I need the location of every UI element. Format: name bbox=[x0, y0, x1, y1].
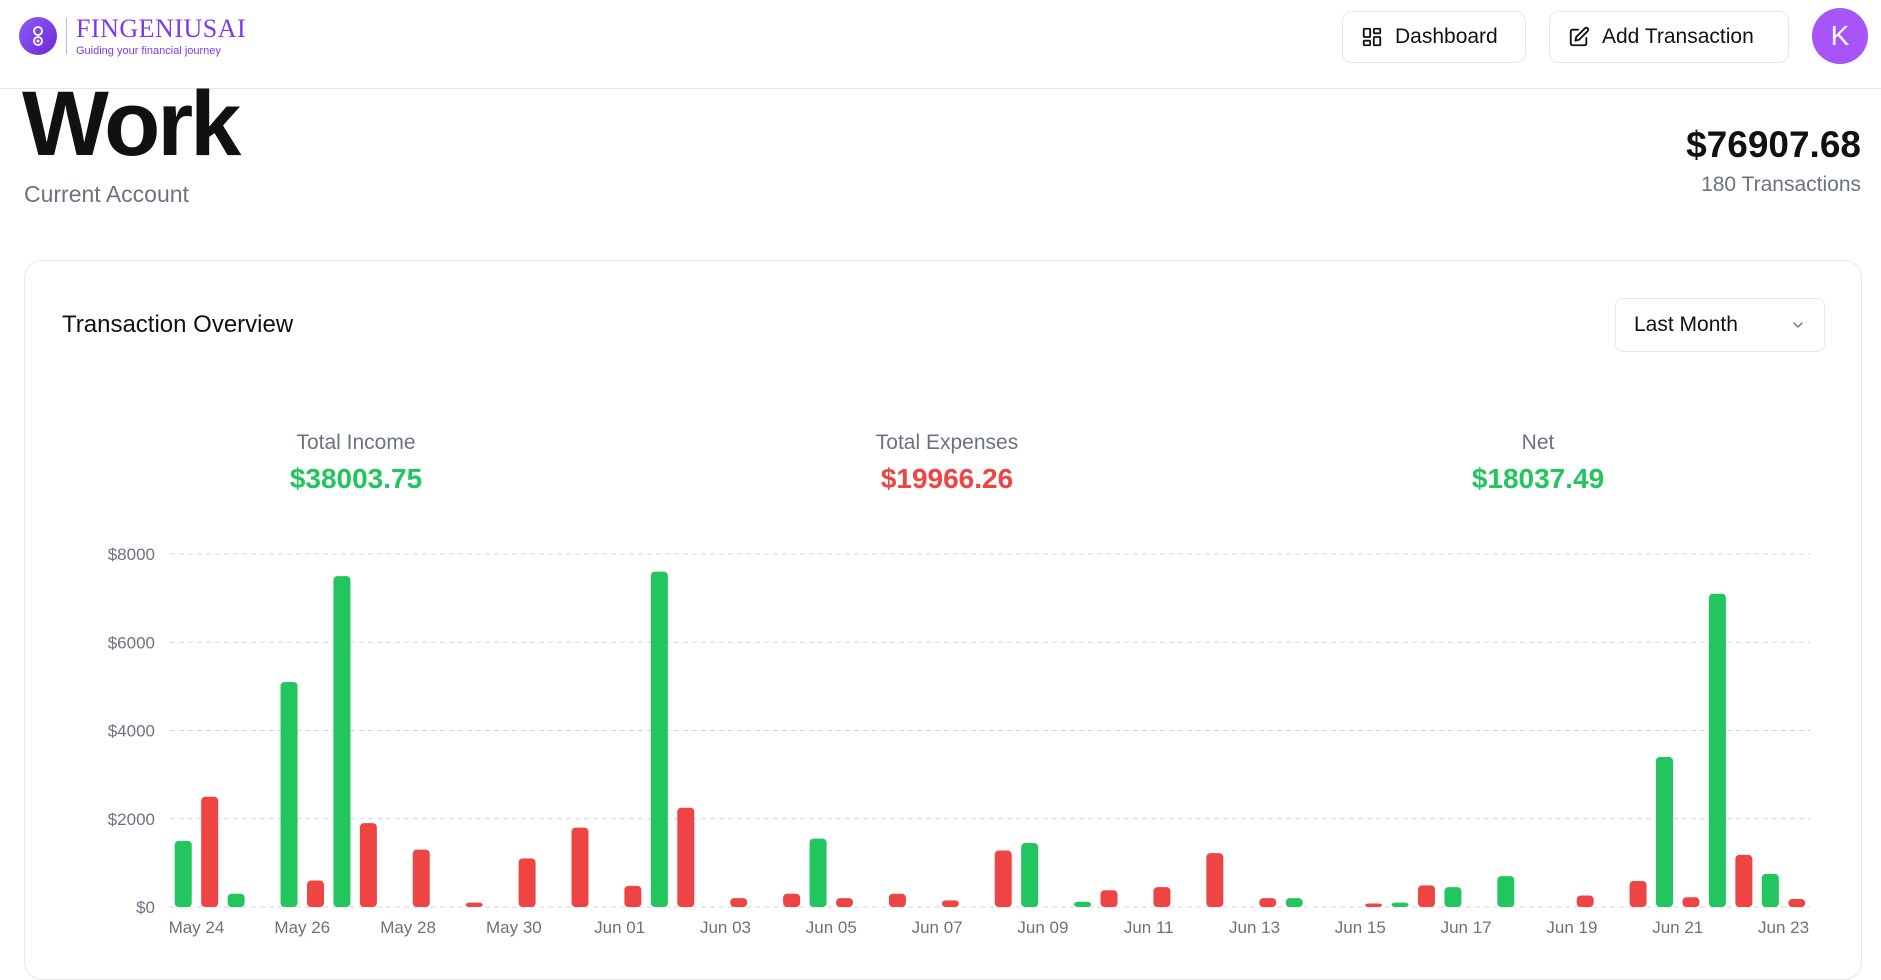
y-tick-label: $0 bbox=[136, 898, 155, 917]
transaction-overview-card: Transaction Overview Last Month Total In… bbox=[24, 260, 1862, 980]
expense-bar bbox=[1629, 880, 1647, 907]
logo-glyph bbox=[33, 26, 43, 46]
edit-icon bbox=[1569, 26, 1590, 47]
income-bar bbox=[1391, 902, 1409, 907]
income-bar bbox=[1285, 898, 1303, 907]
net-label: Net bbox=[1521, 431, 1555, 454]
income-bar bbox=[1761, 873, 1779, 907]
expense-bar bbox=[1576, 895, 1594, 907]
expense-bar bbox=[1735, 854, 1753, 907]
total-income-value: $38003.75 bbox=[289, 463, 423, 494]
card-title: Transaction Overview bbox=[62, 311, 294, 338]
x-tick-label: Jun 15 bbox=[1335, 918, 1386, 937]
income-bar bbox=[1708, 593, 1726, 907]
x-tick-label: May 28 bbox=[380, 918, 436, 937]
account-type: Current Account bbox=[24, 181, 189, 207]
y-tick-label: $8000 bbox=[108, 545, 155, 564]
dashboard-label: Dashboard bbox=[1395, 25, 1498, 48]
x-tick-label: Jun 07 bbox=[912, 918, 963, 937]
expense-bar bbox=[571, 827, 589, 907]
total-expenses-value: $19966.26 bbox=[880, 463, 1014, 494]
income-bar bbox=[280, 681, 298, 907]
chevron-down-icon bbox=[1793, 322, 1803, 328]
expense-bar bbox=[1153, 887, 1171, 907]
period-select-value: Last Month bbox=[1634, 313, 1738, 336]
x-tick-label: May 26 bbox=[274, 918, 330, 937]
y-tick-label: $6000 bbox=[108, 633, 155, 652]
total-expenses-stat: Total Expenses $19966.26 bbox=[797, 431, 1097, 495]
total-income-label: Total Income bbox=[296, 431, 416, 454]
expense-bar bbox=[730, 898, 748, 907]
expense-bar bbox=[624, 885, 642, 907]
expense-bar bbox=[1788, 899, 1806, 907]
income-bar bbox=[227, 893, 245, 907]
y-tick-label: $4000 bbox=[108, 722, 155, 741]
x-tick-label: Jun 09 bbox=[1017, 918, 1068, 937]
expense-bar bbox=[783, 893, 801, 907]
income-bar bbox=[1444, 887, 1462, 907]
expense-bar bbox=[677, 807, 695, 907]
top-bar: FINGENIUSAI Guiding your financial journ… bbox=[0, 0, 1881, 89]
expense-bar bbox=[836, 898, 854, 907]
total-income-stat: Total Income $38003.75 bbox=[206, 431, 506, 495]
net-stat: Net $18037.49 bbox=[1388, 431, 1688, 495]
expense-bar bbox=[518, 858, 536, 907]
income-bar bbox=[809, 838, 827, 907]
expense-bar bbox=[1682, 897, 1700, 907]
expense-bar bbox=[1100, 890, 1118, 907]
x-tick-label: Jun 19 bbox=[1546, 918, 1597, 937]
account-name: Work bbox=[22, 73, 241, 175]
expense-bar bbox=[412, 849, 430, 907]
income-bar bbox=[174, 840, 192, 907]
brand-tagline: Guiding your financial journey bbox=[76, 45, 221, 57]
x-tick-label: Jun 01 bbox=[594, 918, 645, 937]
x-tick-label: Jun 21 bbox=[1652, 918, 1703, 937]
period-select[interactable]: Last Month bbox=[1615, 298, 1825, 352]
logo-divider bbox=[66, 18, 67, 54]
expense-bar bbox=[1206, 853, 1224, 907]
add-transaction-label: Add Transaction bbox=[1602, 25, 1754, 48]
transaction-chart: $0 $2000 $4000 $6000 $8000 May 24 May 26 May 28… bbox=[108, 545, 1810, 937]
x-tick-label: May 30 bbox=[486, 918, 542, 937]
total-expenses-label: Total Expenses bbox=[875, 431, 1019, 454]
income-bar bbox=[650, 571, 668, 907]
x-tick-label: Jun 23 bbox=[1758, 918, 1809, 937]
income-bar bbox=[333, 576, 351, 907]
income-bar bbox=[1021, 843, 1039, 907]
transaction-count: 180 Transactions bbox=[1701, 173, 1861, 196]
x-tick-label: Jun 13 bbox=[1229, 918, 1280, 937]
dashboard-button[interactable]: Dashboard bbox=[1342, 11, 1526, 63]
avatar[interactable]: K bbox=[1812, 8, 1868, 64]
expense-bar bbox=[941, 900, 959, 907]
income-bar bbox=[1074, 901, 1092, 907]
expense-bar bbox=[1259, 898, 1277, 907]
y-tick-label: $2000 bbox=[108, 810, 155, 829]
logo-icon[interactable] bbox=[19, 17, 57, 55]
expense-bar bbox=[465, 902, 483, 907]
add-transaction-button[interactable]: Add Transaction bbox=[1549, 11, 1789, 63]
expense-bar bbox=[201, 796, 219, 907]
income-bar bbox=[1656, 756, 1674, 907]
expense-bar bbox=[359, 823, 377, 907]
x-tick-label: May 24 bbox=[169, 918, 225, 937]
expense-bar bbox=[306, 880, 324, 907]
dashboard-icon bbox=[1362, 27, 1382, 47]
expense-bar bbox=[888, 893, 906, 907]
income-bar bbox=[1497, 876, 1515, 907]
x-tick-label: Jun 17 bbox=[1441, 918, 1492, 937]
expense-bar bbox=[1365, 903, 1383, 907]
expense-bar bbox=[994, 850, 1012, 907]
brand-name[interactable]: FINGENIUSAI bbox=[76, 14, 247, 43]
account-balance: $76907.68 bbox=[1686, 124, 1861, 165]
x-tick-label: Jun 05 bbox=[806, 918, 857, 937]
net-value: $18037.49 bbox=[1471, 463, 1605, 494]
expense-bar bbox=[1417, 885, 1435, 907]
x-tick-label: Jun 03 bbox=[700, 918, 751, 937]
x-tick-label: Jun 11 bbox=[1124, 918, 1174, 937]
